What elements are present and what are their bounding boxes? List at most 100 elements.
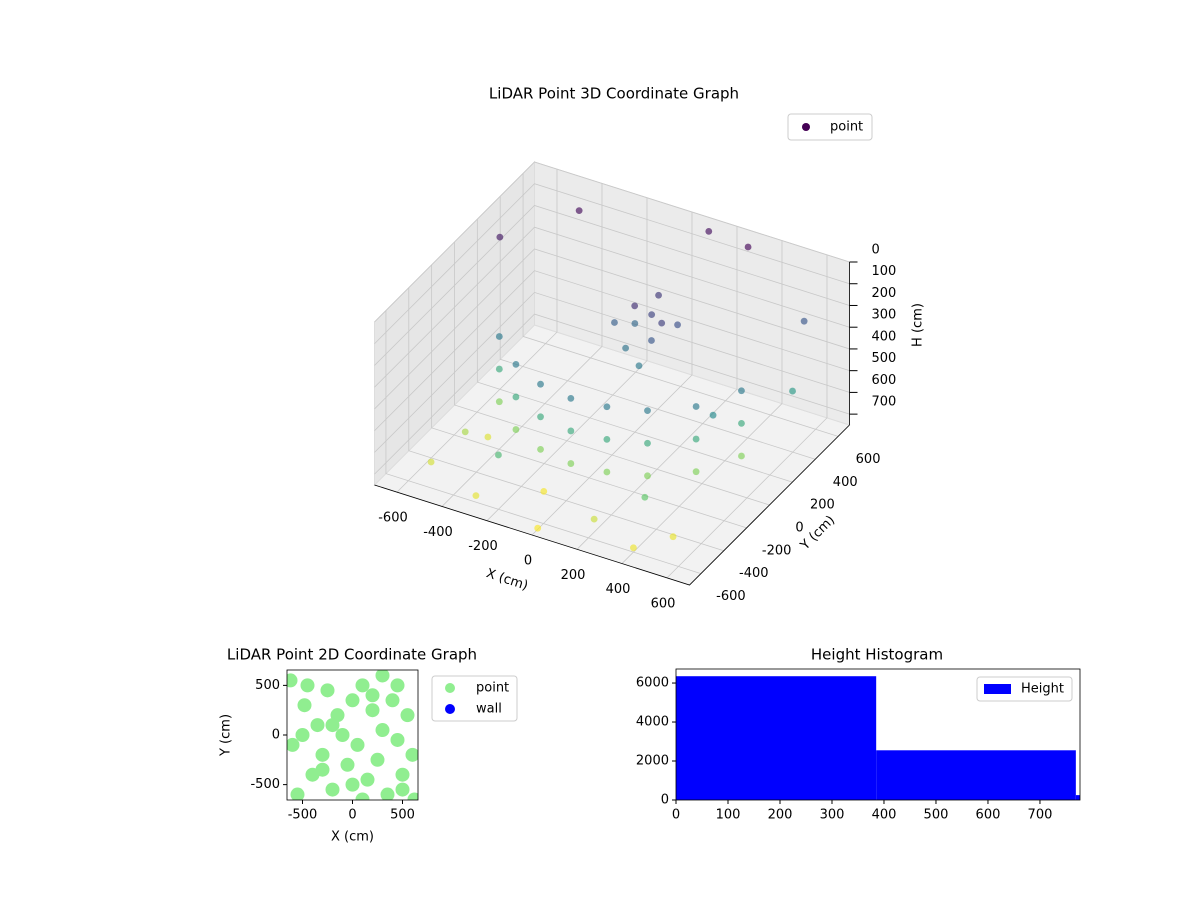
y-tick-label: 500 — [255, 678, 280, 693]
x-tick-label: 500 — [924, 808, 949, 823]
point — [310, 718, 325, 733]
y-tick-label: 4000 — [636, 715, 669, 730]
point — [355, 792, 370, 800]
point — [512, 360, 520, 368]
grid-line — [522, 173, 839, 437]
grid-line — [454, 242, 770, 506]
point — [512, 426, 520, 433]
point — [669, 533, 677, 541]
point — [648, 311, 656, 318]
point — [390, 732, 405, 747]
y-axis-label: Y (cm) — [219, 714, 234, 757]
grid-line — [374, 313, 850, 475]
point — [395, 782, 410, 797]
legend-label: Height — [1021, 682, 1064, 697]
point — [461, 428, 469, 436]
z-axis-label: H (cm) — [911, 303, 926, 347]
chart-title: LiDAR Point 2D Coordinate Graph — [227, 646, 477, 664]
axes-frame — [675, 668, 1081, 801]
y-tick-label: -400 — [739, 566, 769, 581]
point — [407, 792, 418, 800]
point — [395, 767, 410, 782]
grid-line — [374, 226, 850, 388]
point — [635, 362, 643, 370]
y-tick-label: 0 — [661, 793, 669, 808]
point — [350, 737, 365, 752]
chart-title: LiDAR Point 3D Coordinate Graph — [489, 85, 739, 103]
point — [537, 380, 544, 388]
point — [630, 544, 637, 552]
x-tick-label: 200 — [768, 808, 793, 823]
z-tick-label: 500 — [872, 351, 897, 366]
grid-line — [476, 219, 793, 483]
point — [738, 387, 745, 395]
point — [622, 344, 630, 352]
y-tick-label: 400 — [833, 475, 858, 490]
x-tick-label: 0 — [524, 554, 532, 569]
legend-box — [787, 113, 873, 141]
point — [295, 728, 310, 742]
z-tick-label: 400 — [872, 329, 897, 344]
chart-title: Height Histogram — [811, 646, 943, 664]
y-tick-label: 6000 — [636, 676, 669, 691]
point — [692, 435, 700, 443]
legend-patch — [984, 684, 1011, 694]
x-tick-label: 0 — [348, 808, 356, 823]
point — [325, 718, 340, 733]
legend-marker — [445, 704, 455, 714]
grid-line — [576, 226, 738, 550]
grid-line — [385, 310, 702, 574]
point — [360, 772, 375, 787]
points — [287, 670, 418, 800]
x-tick-label: -200 — [468, 539, 498, 554]
point — [345, 693, 360, 708]
grid-line — [374, 205, 850, 366]
x-tick-label: -500 — [288, 808, 318, 823]
point — [315, 762, 330, 777]
point — [567, 394, 575, 402]
y-tick-label: 0 — [272, 728, 280, 743]
x-tick-label: 400 — [872, 808, 897, 823]
point — [472, 492, 480, 500]
point — [400, 708, 415, 723]
legend-marker — [445, 683, 455, 693]
x-tick-label: 700 — [1028, 808, 1053, 823]
z-tick-label: 0 — [872, 243, 880, 258]
x-tick-label: 600 — [976, 808, 1001, 823]
point — [655, 291, 662, 299]
point — [738, 452, 745, 460]
point — [300, 678, 315, 693]
point — [495, 333, 503, 340]
point — [537, 413, 544, 421]
grid-line — [374, 183, 850, 345]
point — [631, 302, 639, 310]
y-tick-label: 600 — [856, 452, 881, 467]
point — [611, 319, 618, 326]
y-tick-label: -200 — [762, 543, 792, 558]
point — [641, 493, 649, 501]
point — [390, 678, 405, 693]
point — [644, 472, 651, 480]
point — [484, 433, 492, 441]
grid-line — [374, 291, 850, 453]
point — [375, 670, 390, 683]
point — [567, 460, 575, 467]
x-tick-label: 0 — [672, 808, 680, 823]
point — [355, 678, 370, 693]
point — [496, 233, 504, 241]
point — [290, 787, 305, 800]
point — [315, 747, 330, 762]
point — [738, 419, 745, 427]
point — [540, 487, 548, 495]
axis-line — [374, 424, 850, 586]
point — [385, 693, 400, 708]
z-tick-label: 300 — [872, 308, 897, 323]
grid-line — [666, 254, 828, 579]
x-axis-label: X (cm) — [331, 830, 374, 845]
z-tick-label: 700 — [872, 395, 897, 410]
grid-line — [408, 287, 724, 552]
point — [365, 703, 380, 718]
x-tick-label: 400 — [606, 582, 631, 597]
point — [534, 524, 542, 532]
point — [709, 411, 717, 419]
